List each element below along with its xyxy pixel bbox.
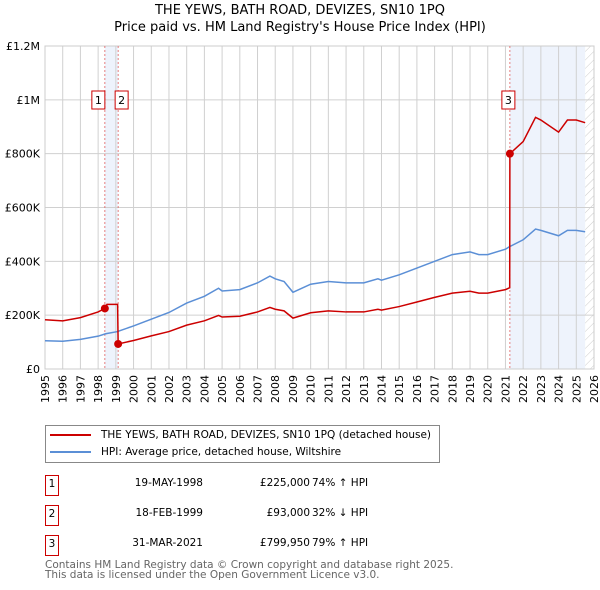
x-tick-label: 2010: [305, 375, 318, 403]
sale-point: [505, 149, 514, 158]
plot-border: [44, 45, 595, 370]
sale-hpi: 32% ↓ HPI: [312, 507, 369, 519]
sale-price: £225,000: [259, 477, 310, 489]
legend-blue-line: [50, 451, 91, 453]
sale-point: [114, 339, 123, 348]
x-tick-label: 2019: [464, 375, 477, 403]
y-tick-label: £400K: [5, 255, 41, 268]
chart-subtitle: Price paid vs. HM Land Registry's House …: [114, 20, 486, 35]
y-tick-label: £200K: [5, 309, 41, 322]
x-tick-label: 2017: [429, 375, 442, 403]
sale-hpi: 79% ↑ HPI: [312, 537, 369, 549]
x-tick-label: 2000: [128, 375, 141, 403]
legend-red-line: [50, 434, 91, 436]
sale-date: 19-MAY-1998: [134, 477, 203, 489]
price-chart: 1995 1996 1997 1998 1999 2000 2001 2002 2003 2004…: [5, 40, 600, 403]
x-tick-label: 2007: [252, 375, 265, 403]
x-tick-label: 2009: [287, 375, 300, 403]
sale-point: [100, 304, 109, 313]
y-tick-label: £1M: [17, 94, 41, 107]
legend-hpi: HPI: Average price, detached house, Wilt…: [101, 446, 342, 458]
x-tick-label: 2014: [375, 375, 388, 403]
x-tick-label: 2016: [411, 375, 424, 403]
footer-line1: Contains HM Land Registry data © Crown c…: [45, 559, 454, 571]
chart-title: THE YEWS, BATH ROAD, DEVIZES, SN10 1PQ: [154, 3, 446, 18]
x-tick-label: 2012: [340, 375, 353, 403]
x-tick-label: 2026: [588, 375, 600, 403]
sale-price: £93,000: [266, 507, 310, 519]
y-tick-label: £600K: [5, 202, 41, 215]
x-tick-label: 2022: [517, 375, 530, 403]
y-tick-label: £1.2M: [6, 40, 40, 53]
sale-marker: 1: [45, 475, 59, 496]
x-tick-label: 1998: [92, 375, 105, 403]
x-tick-label: 2023: [535, 375, 548, 403]
sale-label-box: [501, 90, 516, 110]
x-tick-label: 1996: [57, 375, 70, 403]
x-tick-label: 2024: [553, 375, 566, 403]
x-tick-label: 2020: [482, 375, 495, 403]
y-tick-label: £800K: [5, 148, 41, 161]
sale-marker: 3: [45, 535, 59, 556]
x-tick-label: 1995: [39, 375, 52, 403]
sale-hpi: 74% ↑ HPI: [312, 477, 369, 489]
sale-price: £799,950: [259, 537, 310, 549]
sale-label-box: [114, 90, 129, 110]
x-tick-label: 2002: [163, 375, 176, 403]
sale-marker: 2: [45, 505, 59, 526]
footer: Contains HM Land Registry data © Crown c…: [45, 559, 454, 581]
sale-date: 18-FEB-1999: [135, 507, 203, 519]
sale-label: 2: [118, 94, 125, 107]
x-tick-label: 2013: [358, 375, 371, 403]
legend: THE YEWS, BATH ROAD, DEVIZES, SN10 1PQ (…: [45, 425, 440, 463]
sale-label: 1: [95, 94, 102, 107]
sale-label-box: [91, 90, 106, 110]
x-tick-label: 2018: [446, 375, 459, 403]
x-tick-label: 1997: [74, 375, 87, 403]
x-tick-label: 2003: [181, 375, 194, 403]
sale-date: 31-MAR-2021: [132, 537, 203, 549]
x-tick-label: 2004: [198, 375, 211, 403]
x-tick-label: 2025: [570, 375, 583, 403]
x-tick-label: 1999: [110, 375, 123, 403]
x-tick-label: 2021: [499, 375, 512, 403]
x-tick-label: 2001: [145, 375, 158, 403]
sale-label: 3: [505, 94, 512, 107]
footer-line2: This data is licensed under the Open Gov…: [45, 569, 380, 581]
x-tick-label: 2015: [393, 375, 406, 403]
x-tick-label: 2011: [322, 375, 335, 403]
y-tick-label: £0: [26, 363, 40, 376]
legend-property: THE YEWS, BATH ROAD, DEVIZES, SN10 1PQ (…: [101, 429, 432, 441]
x-tick-label: 2005: [216, 375, 229, 403]
x-tick-label: 2006: [234, 375, 247, 403]
x-tick-label: 2008: [269, 375, 282, 403]
